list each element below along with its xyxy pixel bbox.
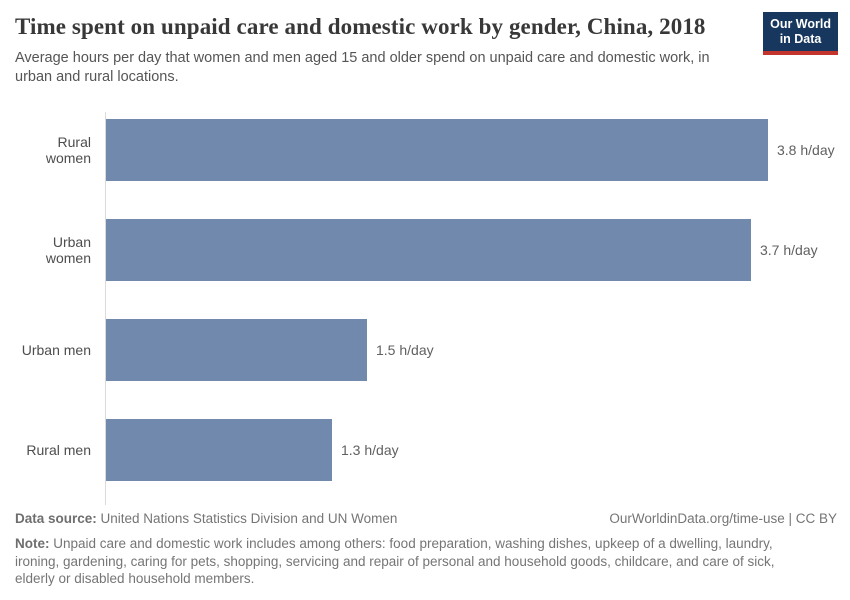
bar[interactable] (106, 319, 367, 381)
category-label: Urban women (45, 234, 91, 266)
note-text: Unpaid care and domestic work includes a… (15, 536, 775, 586)
source-row: Data source: United Nations Statistics D… (15, 511, 837, 526)
chart-subtitle: Average hours per day that women and men… (15, 50, 710, 85)
bar[interactable] (106, 119, 768, 181)
value-label: 3.8 h/day (777, 142, 835, 158)
category-label: Rural women (45, 134, 91, 166)
chart-title: Time spent on unpaid care and domestic w… (15, 14, 706, 39)
owid-logo-line2: in Data (779, 32, 822, 46)
note-row: Note: Unpaid care and domestic work incl… (15, 535, 805, 588)
value-label: 3.7 h/day (760, 242, 818, 258)
bar-row: Rural women 3.8 h/day (15, 100, 835, 200)
owid-logo[interactable]: Our World in Data (763, 12, 838, 55)
owid-logo-line1: Our World (770, 17, 831, 31)
bar-row: Urban women 3.7 h/day (15, 200, 835, 300)
category-label: Urban men (21, 342, 91, 358)
bar-row: Urban men 1.5 h/day (15, 300, 835, 400)
data-source-value: United Nations Statistics Division and U… (96, 511, 398, 526)
bar-chart: Rural women 3.8 h/day Urban women 3.7 h/day… (15, 100, 835, 505)
note-label: Note: (15, 536, 50, 551)
data-source: Data source: United Nations Statistics D… (15, 511, 397, 526)
value-label: 1.5 h/day (376, 342, 434, 358)
bar-row: Rural men 1.3 h/day (15, 400, 835, 500)
chart-header: Time spent on unpaid care and domestic w… (15, 14, 755, 87)
bar[interactable] (106, 219, 751, 281)
category-label: Rural men (26, 442, 91, 458)
bar[interactable] (106, 419, 332, 481)
chart-footer: Data source: United Nations Statistics D… (15, 511, 837, 588)
origin-link[interactable]: OurWorldinData.org/time-use | CC BY (609, 511, 837, 526)
value-label: 1.3 h/day (341, 442, 399, 458)
data-source-label: Data source: (15, 511, 97, 526)
y-axis-line (105, 112, 106, 505)
